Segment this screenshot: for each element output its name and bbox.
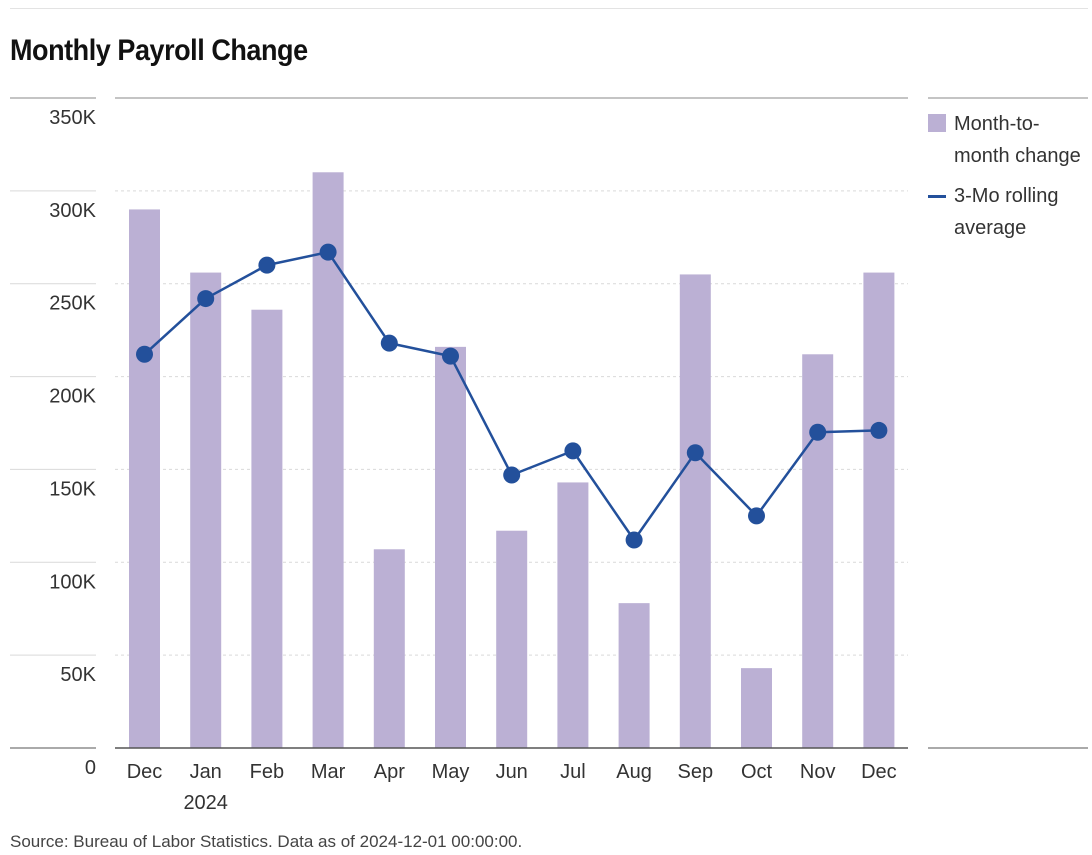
x-tick-label: Jul: [560, 761, 586, 783]
y-tick-label: 50K: [60, 664, 96, 686]
x-tick-label: May: [432, 761, 470, 783]
bar: [802, 354, 834, 748]
chart-title: Monthly Payroll Change: [10, 34, 308, 67]
bar: [129, 209, 160, 748]
line-point: [258, 256, 276, 274]
line-point: [686, 444, 704, 462]
x-tick-label: Feb: [250, 761, 284, 783]
x-tick-label: Nov: [800, 761, 836, 783]
y-tick-label: 0: [85, 757, 96, 779]
line-point: [503, 466, 521, 484]
y-tick-label: 100K: [49, 571, 96, 593]
x-tick-label: Apr: [374, 761, 405, 783]
line-point: [319, 243, 337, 261]
x-tick-label: Sep: [678, 761, 714, 783]
y-tick-label: 350K: [49, 107, 96, 129]
x-year-label: 2024: [183, 792, 228, 814]
x-tick-label: Jun: [496, 761, 528, 783]
grid-layer: [10, 97, 1088, 749]
line-layer: [136, 243, 888, 549]
x-tick-label: Dec: [861, 761, 897, 783]
tick-layer: 0 50K 100K 150K 200K 250K 300K 350K Dec Jan Feb Mar…: [49, 107, 908, 814]
x-tick-label: Mar: [311, 761, 346, 783]
top-rule: [10, 8, 1088, 9]
legend-bar-label: Month-to-month change: [954, 113, 1081, 167]
source-note: Source: Bureau of Labor Statistics. Data…: [10, 832, 523, 851]
line-point: [625, 531, 643, 549]
bar: [496, 530, 528, 748]
legend-item-line[interactable]: 3-Mo rolling average: [928, 180, 1088, 244]
legend-item-bars[interactable]: Month-to-month change: [928, 108, 1088, 172]
x-tick-label: Dec: [127, 761, 163, 783]
line-point: [380, 334, 398, 352]
line-point: [870, 421, 888, 439]
x-tick-label: Aug: [616, 761, 652, 783]
line-point: [197, 290, 215, 308]
bar-swatch-icon: [928, 114, 946, 132]
bar: [373, 549, 405, 748]
y-tick-label: 150K: [49, 478, 96, 500]
bar: [190, 272, 222, 748]
legend: Month-to-month change 3-Mo rolling avera…: [928, 108, 1088, 252]
bar: [618, 603, 650, 748]
y-tick-label: 300K: [49, 200, 96, 222]
bar: [741, 668, 772, 748]
x-tick-label: Oct: [741, 761, 773, 783]
line-swatch-icon: [928, 195, 946, 198]
line-point: [564, 442, 582, 460]
line-point: [748, 507, 765, 525]
legend-line-label: 3-Mo rolling average: [954, 185, 1059, 239]
bar-layer: [129, 172, 895, 749]
y-tick-label: 200K: [49, 386, 96, 408]
bar: [251, 309, 283, 748]
line-point: [809, 423, 827, 441]
bar: [435, 346, 466, 748]
x-tick-label: Jan: [190, 761, 222, 783]
bar: [863, 272, 895, 748]
y-tick-label: 250K: [49, 293, 96, 315]
line-point: [136, 345, 153, 363]
bar: [557, 482, 589, 748]
bar: [679, 274, 711, 748]
line-point: [442, 347, 459, 365]
